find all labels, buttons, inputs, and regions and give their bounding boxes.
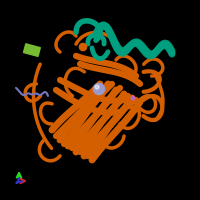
Circle shape [79,43,87,51]
Circle shape [93,83,105,95]
Circle shape [131,96,135,100]
Circle shape [95,85,99,89]
Bar [24,44,40,56]
